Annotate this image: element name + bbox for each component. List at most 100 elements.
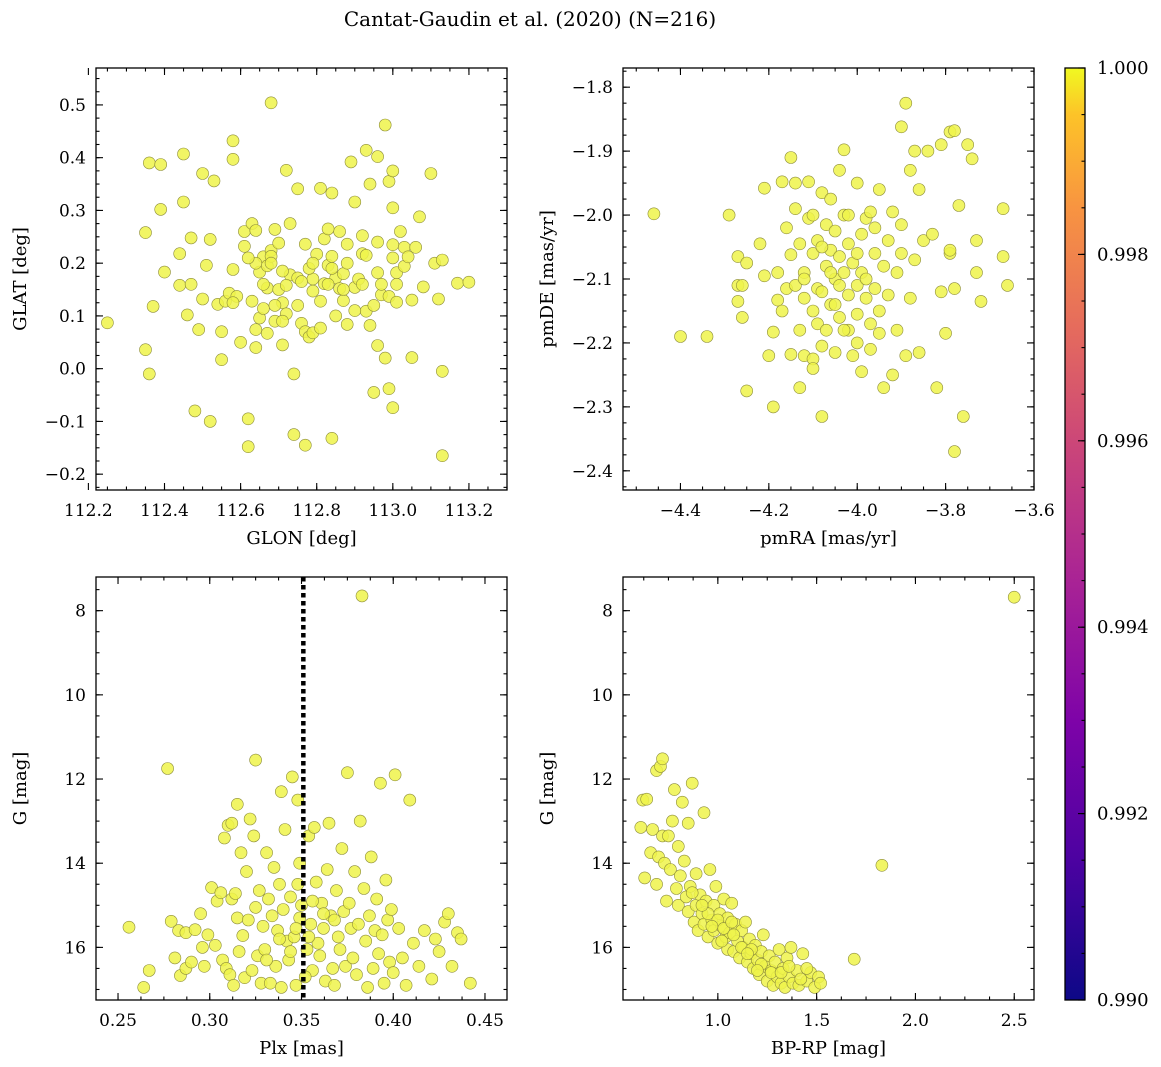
data-point xyxy=(463,976,477,990)
data-point xyxy=(802,175,815,189)
data-point xyxy=(314,321,327,335)
data-point xyxy=(263,976,277,990)
data-point xyxy=(272,236,286,250)
data-point xyxy=(201,928,215,942)
y-tick-label: 10 xyxy=(64,686,86,706)
data-point xyxy=(850,176,864,190)
data-point xyxy=(325,249,339,263)
data-point xyxy=(771,266,785,279)
data-point xyxy=(268,299,282,312)
data-point xyxy=(154,203,167,216)
data-point xyxy=(797,291,811,305)
data-point xyxy=(943,243,957,257)
data-point xyxy=(321,222,335,236)
data-point xyxy=(850,336,864,350)
data-point xyxy=(209,938,222,952)
data-point xyxy=(249,341,263,354)
data-point xyxy=(273,877,286,891)
data-point xyxy=(934,138,948,151)
data-point xyxy=(274,785,288,799)
data-point xyxy=(122,920,136,934)
data-point xyxy=(850,279,864,292)
data-point xyxy=(671,840,685,853)
data-point xyxy=(864,317,877,331)
axes-frame xyxy=(622,67,1035,491)
data-point xyxy=(671,898,685,912)
data-point xyxy=(371,150,384,163)
data-point xyxy=(903,291,917,305)
data-point xyxy=(356,229,369,242)
panel-1: 112.2 112.4 112.6 112.8 113.0 113.2 −0.2 −0.1 0.… xyxy=(10,67,508,549)
data-point xyxy=(670,882,683,895)
data-point xyxy=(363,177,377,191)
data-point xyxy=(289,922,303,935)
data-point xyxy=(685,776,699,790)
data-point xyxy=(371,339,384,352)
data-point xyxy=(302,930,316,944)
data-point xyxy=(234,335,247,349)
y-tick-label: 8 xyxy=(602,602,613,622)
data-point xyxy=(815,186,829,199)
data-point xyxy=(287,428,301,441)
data-point xyxy=(328,913,341,927)
data-point xyxy=(674,330,687,343)
data-point xyxy=(837,143,851,157)
data-point xyxy=(306,284,320,298)
data-point xyxy=(725,915,739,929)
data-point xyxy=(996,202,1010,215)
data-point xyxy=(203,233,217,246)
data-point xyxy=(784,348,798,361)
data-point xyxy=(814,976,827,990)
data-point xyxy=(756,928,770,942)
data-point xyxy=(367,386,381,399)
data-point xyxy=(647,207,661,221)
data-point xyxy=(252,884,266,897)
data-point xyxy=(666,814,679,828)
x-tick-label: −3.6 xyxy=(1013,501,1054,521)
data-point xyxy=(656,752,669,766)
data-point xyxy=(875,858,889,872)
data-point xyxy=(824,266,838,279)
data-point xyxy=(382,175,396,188)
data-point xyxy=(722,208,736,222)
data-point xyxy=(242,913,255,927)
data-point xyxy=(236,929,250,942)
data-point xyxy=(267,861,281,874)
data-point xyxy=(435,253,449,267)
data-point xyxy=(886,205,899,219)
data-point xyxy=(322,816,336,830)
data-point xyxy=(762,349,776,363)
data-point xyxy=(872,304,886,318)
data-point xyxy=(137,981,150,994)
data-point xyxy=(877,381,891,395)
data-point xyxy=(396,951,409,965)
data-point xyxy=(366,962,380,975)
data-point xyxy=(872,326,886,340)
x-tick-label: −3.8 xyxy=(925,501,966,521)
data-point xyxy=(291,182,305,196)
data-point xyxy=(789,202,802,215)
data-point xyxy=(789,176,802,190)
data-point xyxy=(847,952,861,966)
y-tick-label: −0.2 xyxy=(45,465,86,485)
y-tick-label: −2.2 xyxy=(572,334,613,354)
x-tick-label: 112.6 xyxy=(216,501,265,521)
data-point xyxy=(276,314,289,328)
data-point xyxy=(291,793,305,807)
data-point xyxy=(727,928,741,942)
data-point xyxy=(681,816,695,830)
data-point xyxy=(855,365,868,379)
data-point xyxy=(285,770,299,784)
data-point xyxy=(1007,590,1021,604)
data-point xyxy=(264,256,278,270)
data-point xyxy=(283,217,297,230)
data-point xyxy=(780,221,793,235)
x-tick-label: 113.2 xyxy=(445,501,494,521)
data-point xyxy=(895,247,908,260)
y-tick-label: −2.1 xyxy=(572,270,613,290)
data-point xyxy=(664,863,677,876)
y-axis-label: pmDE [mas/yr] xyxy=(537,210,558,348)
y-tick-label: −2.3 xyxy=(572,398,613,418)
data-point xyxy=(1001,279,1014,292)
data-point xyxy=(344,155,358,169)
